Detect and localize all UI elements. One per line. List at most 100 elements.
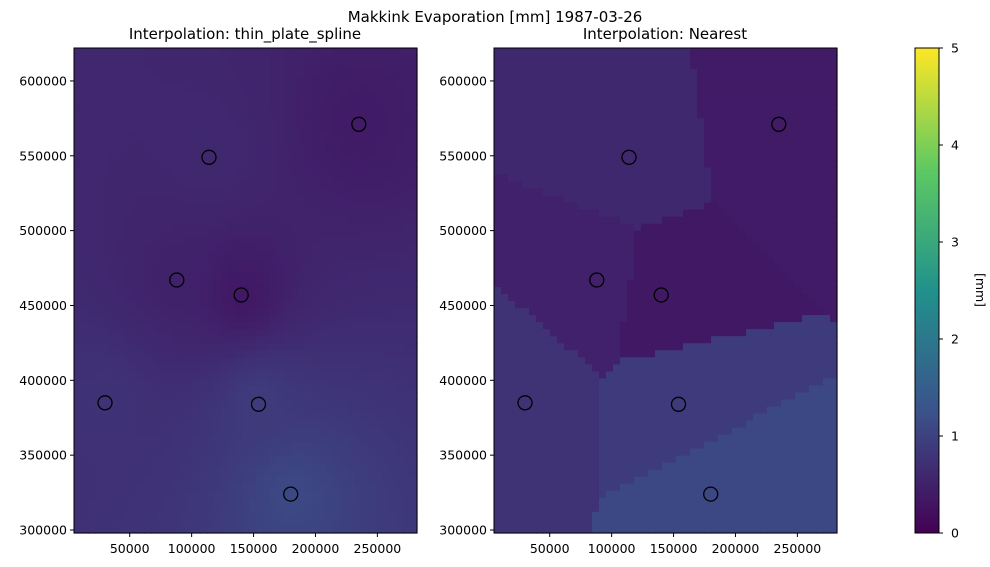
heatmap-cell <box>123 525 131 534</box>
heatmap-cell <box>361 83 369 91</box>
heatmap-cell <box>382 223 390 232</box>
heatmap-cell <box>249 160 257 169</box>
heatmap-cell <box>305 223 313 232</box>
heatmap-cell <box>333 279 341 288</box>
heatmap-cell <box>172 420 180 429</box>
heatmap-cell <box>683 195 691 204</box>
heatmap-cell <box>536 202 544 211</box>
heatmap-cell <box>291 55 299 63</box>
heatmap-cell <box>732 139 740 148</box>
heatmap-cell <box>704 62 712 70</box>
heatmap-cell <box>648 153 656 162</box>
heatmap-cell <box>144 83 152 91</box>
heatmap-cell <box>592 139 600 148</box>
heatmap-cell <box>235 441 243 450</box>
heatmap-cell <box>123 315 131 323</box>
heatmap-cell <box>137 308 145 316</box>
heatmap-cell <box>158 265 166 274</box>
heatmap-cell <box>816 118 824 126</box>
heatmap-cell <box>284 118 292 126</box>
heatmap-cell <box>690 160 698 169</box>
heatmap-cell <box>592 111 600 119</box>
heatmap-cell <box>277 329 285 337</box>
heatmap-cell <box>382 265 390 274</box>
heatmap-cell <box>382 62 390 70</box>
heatmap-cell <box>221 188 229 197</box>
heatmap-cell <box>711 104 719 112</box>
heatmap-cell <box>298 371 306 379</box>
heatmap-cell <box>697 167 705 176</box>
heatmap-cell <box>641 111 649 119</box>
heatmap-cell <box>606 153 614 162</box>
heatmap-cell <box>172 434 180 443</box>
heatmap-cell <box>319 188 327 197</box>
heatmap-cell <box>137 343 145 351</box>
heatmap-cell <box>263 181 271 190</box>
heatmap-cell <box>305 202 313 211</box>
heatmap-cell <box>319 378 327 386</box>
heatmap-cell <box>403 462 411 471</box>
heatmap-cell <box>326 427 334 436</box>
heatmap-cell <box>529 48 537 56</box>
heatmap-cell <box>200 497 208 506</box>
heatmap-cell <box>361 378 369 386</box>
heatmap-cell <box>662 195 670 204</box>
heatmap-cell <box>88 251 96 260</box>
heatmap-cell <box>739 48 747 56</box>
heatmap-cell <box>606 69 614 77</box>
heatmap-cell <box>795 174 803 183</box>
heatmap-cell <box>144 462 152 471</box>
heatmap-cell <box>242 392 250 401</box>
heatmap-cell <box>109 230 117 239</box>
heatmap-cell <box>802 216 810 225</box>
heatmap-cell <box>746 83 754 91</box>
heatmap-cell <box>361 490 369 499</box>
heatmap-cell <box>88 272 96 281</box>
heatmap-field-nearest <box>494 48 838 534</box>
heatmap-cell <box>172 525 180 534</box>
heatmap-cell <box>179 413 187 422</box>
heatmap-cell <box>347 97 355 105</box>
heatmap-cell <box>130 62 138 70</box>
heatmap-cell <box>284 83 292 91</box>
heatmap-cell <box>81 385 89 394</box>
heatmap-cell <box>606 195 614 204</box>
heatmap-cell <box>389 272 397 281</box>
heatmap-cell <box>81 315 89 323</box>
heatmap-cell <box>641 188 649 197</box>
heatmap-cell <box>795 195 803 204</box>
heatmap-cell <box>193 364 201 372</box>
heatmap-cell <box>277 195 285 204</box>
heatmap-cell <box>529 251 537 260</box>
heatmap-cell <box>270 146 278 155</box>
heatmap-cell <box>333 406 341 415</box>
heatmap-cell <box>354 195 362 204</box>
heatmap-cell <box>655 181 663 190</box>
heatmap-cell <box>123 371 131 379</box>
panel-title-nearest: Interpolation: Nearest <box>583 25 747 43</box>
heatmap-cell <box>375 441 383 450</box>
heatmap-cell <box>137 69 145 77</box>
heatmap-cell <box>130 118 138 126</box>
heatmap-cell <box>256 406 264 415</box>
heatmap-cell <box>704 139 712 148</box>
heatmap-cell <box>228 455 236 464</box>
heatmap-cell <box>774 146 782 155</box>
heatmap-cell <box>123 90 131 98</box>
heatmap-cell <box>340 258 348 267</box>
heatmap-cell <box>221 160 229 169</box>
heatmap-cell <box>102 483 110 492</box>
heatmap-cell <box>179 69 187 77</box>
heatmap-cell <box>249 385 257 394</box>
heatmap-cell <box>627 258 635 267</box>
heatmap-cell <box>298 483 306 492</box>
heatmap-cell <box>396 322 404 330</box>
heatmap-cell <box>711 167 719 176</box>
heatmap-cell <box>207 174 215 183</box>
heatmap-cell <box>515 83 523 91</box>
heatmap-cell <box>165 118 173 126</box>
heatmap-cell <box>760 188 768 197</box>
heatmap-cell <box>662 146 670 155</box>
heatmap-cell <box>186 258 194 267</box>
heatmap-cell <box>403 258 411 267</box>
